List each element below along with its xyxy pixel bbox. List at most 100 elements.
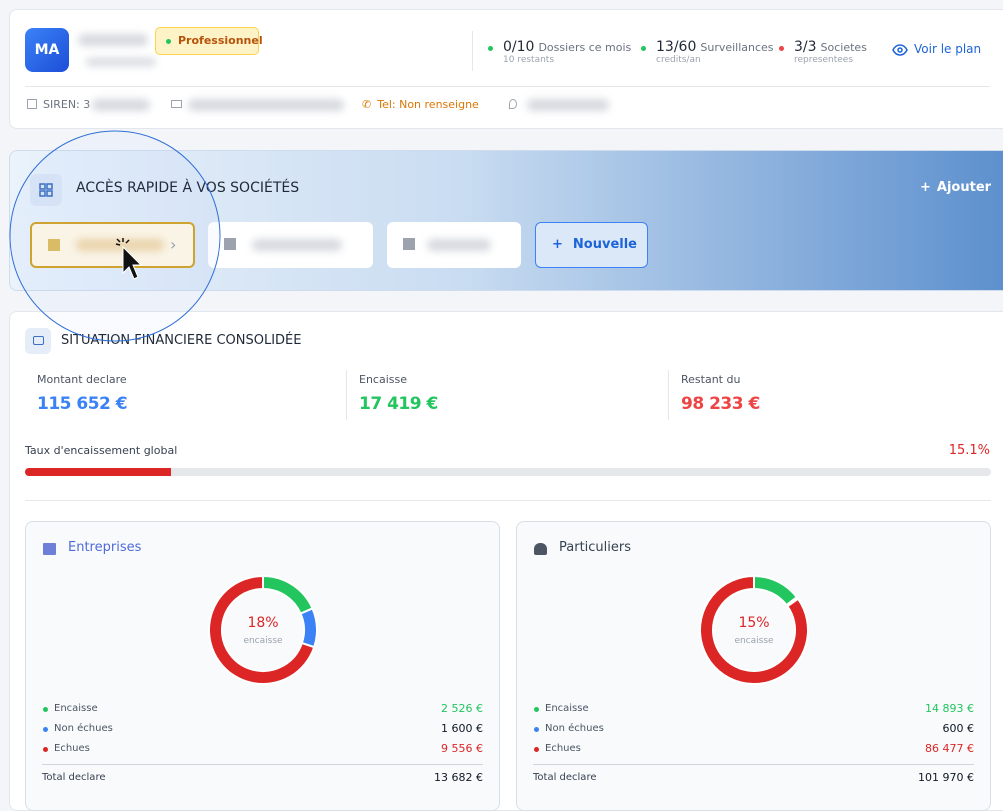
blurred-address bbox=[527, 99, 609, 111]
legend-value: 1 600 € bbox=[441, 722, 483, 735]
stat: 3/3 Societes bbox=[794, 36, 867, 55]
panel: Entreprises 18% encaisse Encaisse 2 526 € Non… bbox=[25, 521, 500, 811]
quick-icon bbox=[30, 174, 62, 206]
add-text: Ajouter bbox=[936, 180, 992, 195]
kpi-label: Encaisse bbox=[359, 373, 407, 386]
blurred-siren bbox=[92, 99, 150, 111]
legend-dot bbox=[534, 747, 539, 752]
stat-value: 13/60 bbox=[656, 39, 697, 55]
stat: 13/60 Surveillances bbox=[656, 36, 774, 55]
total-label: Total declare bbox=[533, 772, 597, 783]
total-value: 101 970 € bbox=[918, 771, 974, 784]
donut-sub: encaisse bbox=[243, 636, 283, 646]
stat-sub: 10 restants bbox=[503, 55, 555, 65]
company-chip[interactable]: › bbox=[30, 222, 195, 268]
donut-segment bbox=[753, 574, 799, 607]
panel-icon bbox=[534, 543, 547, 555]
panel: Particuliers 15% encaisse Encaisse 14 893 € N… bbox=[516, 521, 991, 811]
rate-bar bbox=[25, 468, 171, 476]
panel-icon bbox=[43, 543, 56, 555]
kpi-value: 98 233 € bbox=[681, 394, 760, 414]
divider bbox=[668, 370, 669, 420]
siren-text: SIREN: 3 bbox=[43, 98, 91, 111]
stat-dot bbox=[779, 46, 784, 51]
rate-value: 15.1% bbox=[948, 443, 990, 458]
donut-segment bbox=[699, 574, 809, 685]
phone-text: Tel: Non renseigne bbox=[377, 98, 479, 111]
stat: 0/10 Dossiers ce mois bbox=[503, 36, 631, 55]
blurred-email bbox=[188, 99, 344, 111]
separator bbox=[42, 764, 483, 765]
panel-title: Particuliers bbox=[559, 540, 632, 555]
legend-name: Non échues bbox=[54, 723, 113, 734]
pin-icon bbox=[509, 99, 517, 109]
siren: SIREN: 3 bbox=[27, 98, 90, 111]
donut bbox=[208, 574, 318, 685]
kpi-label: Montant declare bbox=[37, 373, 127, 386]
plan-badge: Professionnel bbox=[155, 27, 263, 55]
legend-value: 2 526 € bbox=[441, 702, 483, 715]
stat-dot bbox=[641, 46, 646, 51]
finance-title: SITUATION FINANCIERE CONSOLIDÉE bbox=[61, 333, 302, 348]
stat-dot bbox=[488, 46, 493, 51]
stat-label: Dossiers ce mois bbox=[538, 41, 632, 54]
legend-name: Encaisse bbox=[54, 703, 98, 714]
add-button[interactable]: + Ajouter bbox=[920, 180, 992, 195]
total-label: Total declare bbox=[42, 772, 106, 783]
company-chip[interactable] bbox=[387, 222, 521, 268]
stat-label: Surveillances bbox=[700, 41, 774, 54]
donut-segment bbox=[262, 574, 314, 615]
legend-dot bbox=[43, 747, 48, 752]
quick-access-card bbox=[9, 150, 1003, 291]
legend-name: Non échues bbox=[545, 723, 604, 734]
donut-segment bbox=[208, 574, 316, 685]
stat-label: Societes bbox=[820, 41, 867, 54]
eye-icon bbox=[892, 43, 908, 56]
badge-text: Professionnel bbox=[178, 34, 263, 47]
panel-title: Entreprises bbox=[68, 540, 142, 555]
stat-sub: credits/an bbox=[656, 55, 701, 65]
stat-sub: representees bbox=[794, 55, 854, 65]
donut-sub: encaisse bbox=[734, 636, 774, 646]
stat-value: 0/10 bbox=[503, 39, 535, 55]
legend-name: Encaisse bbox=[545, 703, 589, 714]
avatar: MA bbox=[25, 28, 69, 72]
blurred-name bbox=[78, 34, 148, 46]
legend-dot bbox=[43, 727, 48, 732]
separator bbox=[533, 764, 974, 765]
legend-value: 86 477 € bbox=[925, 742, 974, 755]
blurred-sub bbox=[86, 58, 156, 66]
mail-icon bbox=[171, 100, 182, 108]
plan-link[interactable]: Voir le plan bbox=[892, 42, 981, 56]
legend-value: 14 893 € bbox=[925, 702, 974, 715]
rate-track bbox=[25, 468, 991, 476]
kpi-value: 115 652 € bbox=[37, 394, 128, 414]
company-chip[interactable] bbox=[208, 222, 373, 268]
legend-name: Echues bbox=[54, 743, 90, 754]
legend-name: Echues bbox=[545, 743, 581, 754]
legend-dot bbox=[534, 707, 539, 712]
phone: ✆ Tel: Non renseigne bbox=[362, 98, 479, 111]
separator bbox=[25, 500, 991, 501]
divider bbox=[346, 370, 347, 420]
legend-value: 9 556 € bbox=[441, 742, 483, 755]
wallet-icon bbox=[25, 328, 51, 354]
legend-value: 600 € bbox=[942, 722, 975, 735]
new-button[interactable]: + Nouvelle bbox=[535, 222, 648, 268]
legend-dot bbox=[43, 707, 48, 712]
quick-title: ACCÈS RAPIDE À VOS SOCIÉTÉS bbox=[76, 180, 300, 196]
divider bbox=[472, 31, 473, 71]
legend-dot bbox=[534, 727, 539, 732]
plan-link-text: Voir le plan bbox=[914, 42, 982, 56]
rate-label: Taux d'encaissement global bbox=[25, 444, 178, 457]
donut-center: 18% bbox=[247, 615, 279, 631]
total-value: 13 682 € bbox=[434, 771, 483, 784]
kpi-label: Restant du bbox=[681, 373, 741, 386]
separator bbox=[25, 86, 990, 87]
grid-icon bbox=[39, 183, 53, 197]
kpi-value: 17 419 € bbox=[359, 394, 438, 414]
donut bbox=[699, 574, 809, 685]
new-text: Nouvelle bbox=[572, 237, 637, 252]
stat-value: 3/3 bbox=[794, 39, 817, 55]
